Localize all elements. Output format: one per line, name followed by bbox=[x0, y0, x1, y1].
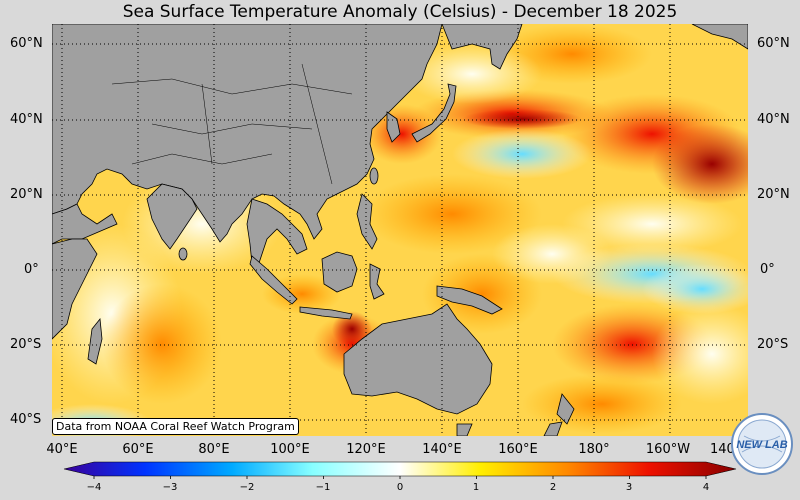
borneo-landmass bbox=[321, 251, 358, 293]
map-svg bbox=[52, 24, 748, 436]
lat-label-0-right: 0° bbox=[760, 262, 775, 277]
colorbar-tick-neg2: −2 bbox=[239, 482, 255, 493]
africa-landmass bbox=[52, 238, 98, 340]
lat-label-20s-left: 20°S bbox=[10, 337, 42, 352]
taiwan-landmass bbox=[369, 167, 379, 185]
lon-label-120e: 120°E bbox=[346, 442, 386, 457]
graticule bbox=[52, 24, 748, 436]
eurasia-landmass bbox=[52, 24, 443, 243]
colorbar-tick-neg3: −3 bbox=[162, 482, 178, 493]
logo-text: NEW LAB bbox=[736, 439, 787, 451]
lon-label-160w: 160°W bbox=[645, 442, 691, 457]
colorbar-tick-1: 1 bbox=[472, 482, 480, 493]
new-zealand-south-landmass bbox=[543, 421, 563, 436]
lon-label-40e: 40°E bbox=[46, 442, 78, 457]
data-credit: Data from NOAA Coral Reef Watch Program bbox=[52, 418, 299, 435]
lat-label-40s-left: 40°S bbox=[10, 412, 42, 427]
map-title: Sea Surface Temperature Anomaly (Celsius… bbox=[122, 2, 678, 22]
colorbar bbox=[63, 461, 737, 479]
lon-label-160e: 160°E bbox=[498, 442, 538, 457]
lab-logo-icon: NEW LAB bbox=[731, 413, 793, 475]
lat-label-20n-left: 20°N bbox=[10, 187, 43, 202]
sst-anomaly-map bbox=[52, 24, 748, 436]
lat-label-60n-right: 60°N bbox=[757, 36, 790, 51]
lat-label-20s-right: 20°S bbox=[757, 337, 789, 352]
lon-label-60e: 60°E bbox=[122, 442, 154, 457]
sulawesi-landmass bbox=[369, 263, 385, 300]
lon-label-140e: 140°E bbox=[422, 442, 462, 457]
arabia-landmass bbox=[52, 203, 118, 245]
indochina-landmass bbox=[246, 198, 308, 270]
colorbar-ticks bbox=[93, 476, 707, 479]
colorbar-scale bbox=[63, 461, 737, 477]
lat-label-40n-right: 40°N bbox=[757, 112, 790, 127]
country-borders bbox=[111, 63, 353, 185]
madagascar-landmass bbox=[87, 317, 103, 365]
philippines-landmass bbox=[356, 193, 378, 250]
australia-landmass bbox=[343, 303, 493, 415]
lat-label-40n-left: 40°N bbox=[10, 112, 43, 127]
colorbar-tick-neg1: −1 bbox=[315, 482, 331, 493]
japan-landmass bbox=[411, 83, 457, 143]
lat-label-20n-right: 20°N bbox=[757, 187, 790, 202]
colorbar-tick-neg4: −4 bbox=[86, 482, 102, 493]
new-guinea-landmass bbox=[436, 285, 503, 315]
lat-label-0-left: 0° bbox=[24, 262, 39, 277]
lon-label-180: 180° bbox=[578, 442, 610, 457]
colorbar-tick-4: 4 bbox=[702, 482, 710, 493]
lon-label-80e: 80°E bbox=[198, 442, 230, 457]
tasmania-landmass bbox=[456, 423, 473, 436]
land-masses bbox=[52, 24, 748, 436]
colorbar-tick-3: 3 bbox=[625, 482, 633, 493]
java-landmass bbox=[299, 306, 353, 320]
colorbar-tick-2: 2 bbox=[549, 482, 557, 493]
new-zealand-landmass bbox=[556, 393, 575, 425]
sumatra-landmass bbox=[249, 255, 298, 305]
sri-lanka-landmass bbox=[178, 247, 188, 261]
lon-label-100e: 100°E bbox=[270, 442, 310, 457]
colorbar-tick-0: 0 bbox=[396, 482, 404, 493]
india-landmass bbox=[146, 183, 198, 250]
kamchatka-landmass bbox=[441, 24, 523, 70]
lat-label-60n-left: 60°N bbox=[10, 36, 43, 51]
